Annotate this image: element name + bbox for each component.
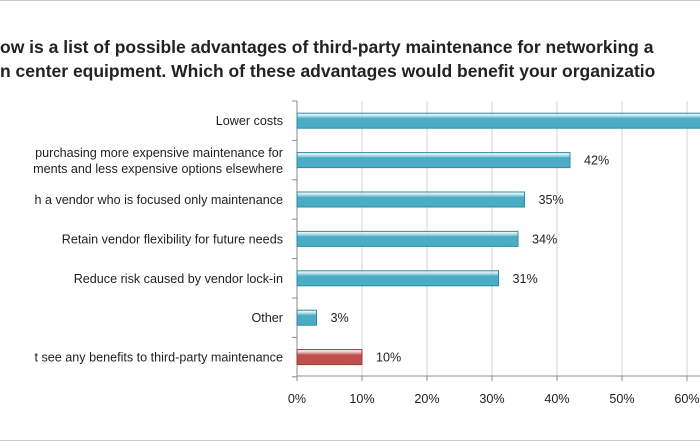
x-tick-label-3: 30% bbox=[479, 392, 504, 406]
x-tick-label-6: 60% bbox=[674, 392, 699, 406]
category-label-1-line-0: purchasing more expensive maintenance fo… bbox=[35, 146, 283, 160]
category-label-5: Other bbox=[252, 311, 284, 325]
data-label-5: 3% bbox=[331, 311, 349, 325]
bar-1 bbox=[296, 152, 571, 169]
x-tick-label-5: 50% bbox=[609, 392, 634, 406]
data-label-4: 31% bbox=[513, 272, 538, 286]
x-tick-label-4: 40% bbox=[544, 392, 569, 406]
category-label-2: h a vendor who is focused only maintenan… bbox=[34, 193, 283, 207]
bar-3 bbox=[296, 230, 519, 247]
data-label-3: 34% bbox=[532, 232, 557, 246]
category-label-4: Reduce risk caused by vendor lock-in bbox=[74, 272, 283, 286]
x-tick-label-2: 20% bbox=[414, 392, 439, 406]
x-tick-label-0: 0% bbox=[288, 392, 306, 406]
category-label-6: t see any benefits to third-party mainte… bbox=[34, 351, 283, 365]
category-label-1: purchasing more expensive maintenance fo… bbox=[33, 146, 283, 176]
data-label-1: 42% bbox=[584, 154, 609, 168]
bar-6 bbox=[296, 349, 363, 366]
x-tick-label-1: 10% bbox=[349, 392, 374, 406]
chart-title-line-1: ow is a list of possible advantages of t… bbox=[0, 37, 654, 57]
bar-4 bbox=[296, 270, 499, 287]
bar-2 bbox=[296, 191, 525, 208]
data-label-2: 35% bbox=[539, 193, 564, 207]
category-label-0: Lower costs bbox=[216, 114, 283, 128]
data-label-6: 10% bbox=[376, 351, 401, 365]
category-label-3: Retain vendor flexibility for future nee… bbox=[62, 232, 283, 246]
bar-0 bbox=[296, 112, 700, 129]
category-label-1-line-1: ments and less expensive options elsewhe… bbox=[33, 162, 283, 176]
chart-title-line-2: n center equipment. Which of these advan… bbox=[0, 61, 656, 81]
bar-5 bbox=[296, 309, 317, 326]
